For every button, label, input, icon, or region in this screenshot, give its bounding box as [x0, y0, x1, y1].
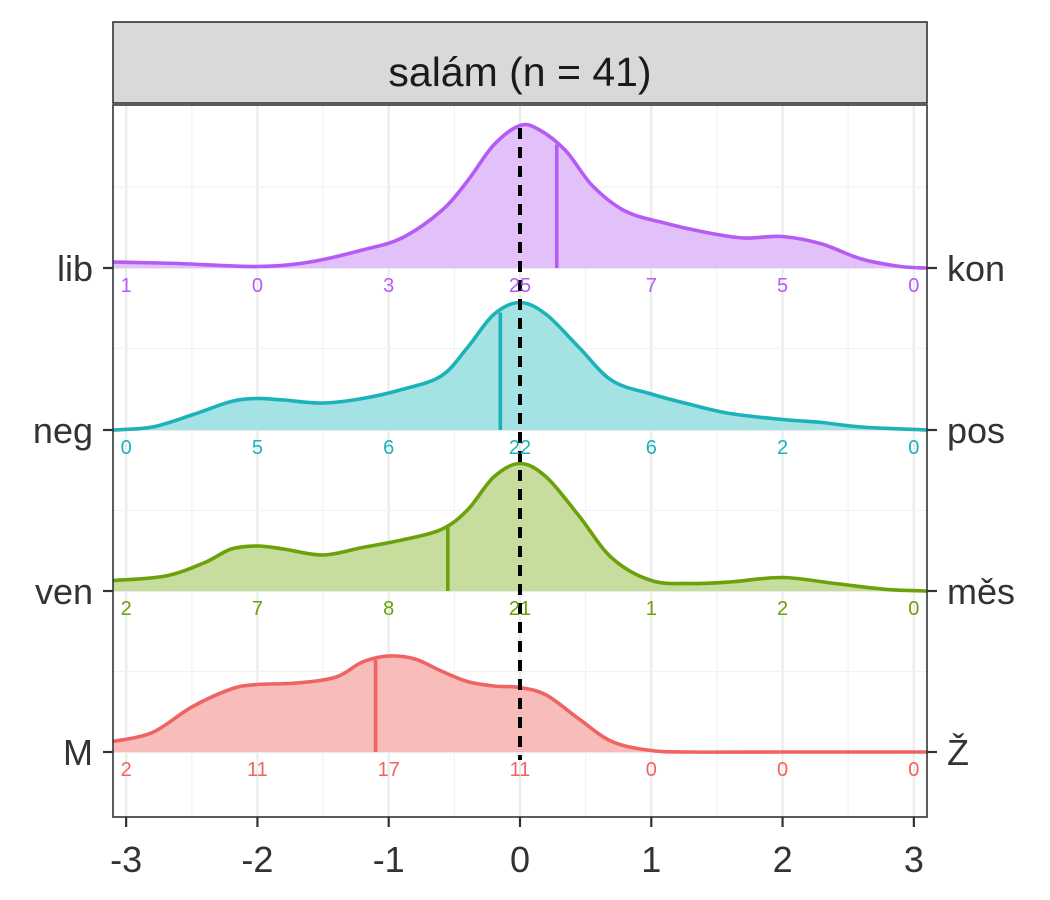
count-label: 0 [908, 275, 919, 297]
axes: lib kon neg pos ven měs M Ž -3 -2 -1 0 1 2 3 [33, 248, 1015, 880]
count-label: 2 [121, 759, 132, 781]
y-label-right: kon [947, 248, 1005, 289]
x-tick-label: 2 [773, 839, 793, 880]
count-label: 0 [908, 759, 919, 781]
count-label: 25 [509, 275, 531, 297]
count-label: 6 [646, 437, 657, 459]
count-label: 3 [383, 275, 394, 297]
count-label: 1 [646, 598, 657, 620]
x-tick-label: -1 [373, 839, 405, 880]
count-label: 5 [777, 275, 788, 297]
count-label: 1 [121, 275, 132, 297]
x-tick-label: 3 [904, 839, 924, 880]
facet-title: salám (n = 41) [388, 49, 651, 95]
count-label: 11 [247, 759, 268, 781]
count-label: 8 [383, 598, 394, 620]
y-label-right: pos [947, 410, 1005, 451]
count-label: 2 [777, 437, 788, 459]
count-label: 0 [908, 598, 919, 620]
count-label: 0 [646, 759, 657, 781]
y-label-left-ven: ven [35, 571, 93, 612]
y-label-right: Ž [947, 732, 969, 773]
density-line-m [112, 654, 927, 754]
y-label-right: měs [947, 571, 1015, 612]
count-label: 0 [121, 437, 132, 459]
x-tick-label: -3 [110, 839, 142, 880]
count-label: 17 [378, 759, 400, 781]
count-label: 7 [646, 275, 657, 297]
count-label: 0 [908, 437, 919, 459]
density-line-neg [112, 300, 928, 432]
strip-background [112, 21, 928, 104]
density-area-lib [113, 124, 927, 269]
y-label-left-neg: neg [33, 410, 93, 451]
count-label: 2 [777, 598, 788, 620]
count-label: 22 [509, 437, 531, 459]
count-label: 0 [777, 759, 788, 781]
x-tick-label: -2 [241, 839, 273, 880]
count-label: 0 [252, 275, 263, 297]
y-label-left-m: M [63, 732, 93, 773]
density-line-lib [112, 122, 928, 270]
x-tick-label: 0 [510, 839, 530, 880]
count-label: 21 [509, 598, 531, 620]
count-labels: 1 0 3 25 7 5 00 5 6 22 6 2 02 7 8 21 1 2 02 11 17 11 0 0 0 [121, 275, 920, 781]
count-label: 7 [252, 598, 263, 620]
count-label: 11 [510, 759, 531, 781]
y-label-left-lib: lib [57, 248, 93, 289]
density-line-ven [112, 461, 928, 593]
count-label: 5 [252, 437, 263, 459]
x-tick-label: 1 [641, 839, 661, 880]
count-label: 2 [121, 598, 132, 620]
count-label: 6 [383, 437, 394, 459]
